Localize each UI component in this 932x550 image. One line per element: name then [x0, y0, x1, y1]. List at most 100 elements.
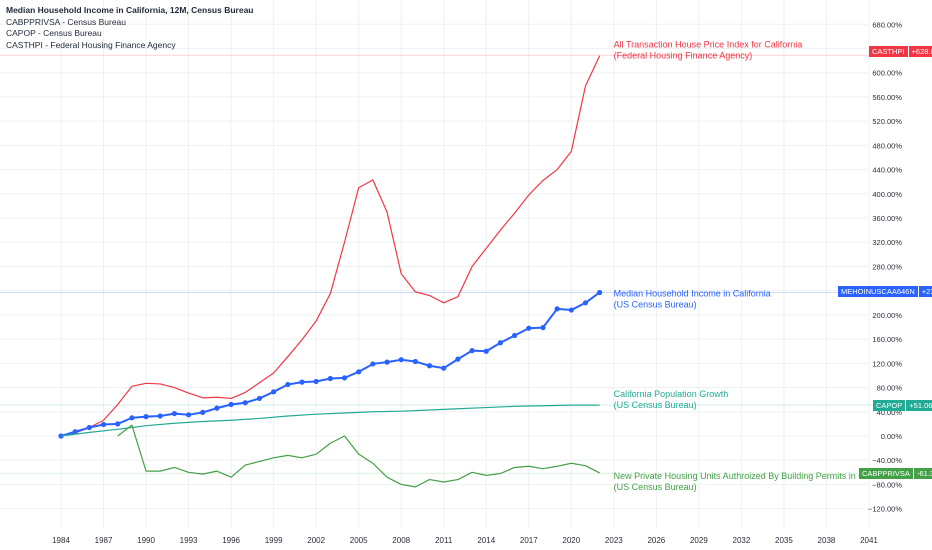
- permits-annotation: (US Census Bureau): [614, 482, 697, 492]
- y-tick-label: 560.00%: [872, 93, 902, 102]
- series-annotations: All Transaction House Price Index for Ca…: [614, 40, 890, 492]
- x-tick-label: 2041: [860, 536, 878, 545]
- income-point: [540, 325, 546, 331]
- income-annotation: (US Census Bureau): [614, 299, 697, 309]
- income-point: [582, 300, 589, 306]
- price-tag-cabppriv: CABPPRIVSA-61.32%: [859, 468, 932, 479]
- income-point: [398, 357, 404, 363]
- income-point: [228, 401, 234, 408]
- price-tag-code: CASTHPI: [869, 46, 908, 57]
- income-point: [100, 421, 107, 428]
- income-point: [497, 340, 504, 346]
- price_index-annotation: (Federal Housing Finance Agency): [614, 51, 753, 61]
- price-tag-value: +237.29%: [918, 286, 932, 297]
- income-point: [370, 361, 376, 367]
- y-tick-label: 520.00%: [872, 117, 902, 126]
- y-tick-label: 320.00%: [872, 238, 902, 247]
- x-tick-label: 2023: [605, 536, 623, 545]
- legend-entry-capop: CAPOP - Census Bureau: [6, 28, 102, 38]
- x-tick-label: 1987: [95, 536, 113, 545]
- x-tick-label: 2035: [775, 536, 793, 545]
- y-tick-label: 600.00%: [872, 69, 902, 78]
- y-tick-label: 400.00%: [872, 190, 902, 199]
- price-tag-code: CAPOP: [873, 400, 906, 411]
- y-tick-label: −80.00%: [872, 480, 902, 489]
- income-point: [157, 413, 163, 419]
- population-line: [60, 404, 600, 437]
- x-tick-label: 2017: [520, 536, 538, 545]
- income-point: [143, 414, 149, 420]
- income-point: [455, 356, 461, 362]
- income-point: [426, 363, 433, 369]
- y-tick-label: −120.00%: [868, 505, 902, 514]
- population-annotation: California Population Growth: [614, 389, 729, 399]
- y-tick-label: 120.00%: [872, 359, 902, 368]
- x-tick-label: 2011: [435, 536, 453, 545]
- y-tick-label: 440.00%: [872, 166, 902, 175]
- reference-lines: [0, 54, 932, 474]
- price-tag-value: +51.06%: [906, 400, 932, 411]
- series-layer: [58, 55, 603, 488]
- x-tick-label: 2032: [733, 536, 751, 545]
- x-tick-label: 2008: [392, 536, 410, 545]
- price-tag-casthpi: CASTHPI+628.86%: [869, 46, 932, 57]
- income-point: [341, 375, 348, 381]
- income-point: [356, 369, 362, 375]
- x-tick-label: 1984: [52, 536, 70, 545]
- x-tick-label: 2002: [307, 536, 325, 545]
- y-tick-label: 280.00%: [872, 262, 902, 271]
- income-point: [129, 415, 135, 421]
- y-tick-label: −40.00%: [872, 456, 902, 465]
- income-point: [256, 395, 263, 402]
- x-tick-label: 2020: [562, 536, 580, 545]
- x-tick-label: 1990: [137, 536, 155, 545]
- grid-lines: [0, 0, 870, 528]
- population-annotation: (US Census Bureau): [614, 400, 697, 410]
- income-point: [299, 379, 305, 385]
- x-tick-label: 1999: [265, 536, 283, 545]
- price-tag-value: +628.86%: [908, 46, 932, 57]
- income-point: [597, 289, 603, 296]
- income-point: [526, 325, 532, 331]
- income-point: [554, 306, 560, 312]
- income-point: [115, 421, 121, 427]
- income-point: [214, 405, 220, 411]
- income-point: [469, 348, 475, 354]
- income-point: [271, 389, 277, 395]
- x-tick-label: 2026: [647, 536, 665, 545]
- y-tick-label: 80.00%: [877, 384, 903, 393]
- permits-line: [117, 424, 600, 488]
- x-tick-label: 1996: [222, 536, 240, 545]
- income-point: [483, 348, 489, 354]
- x-tick-label: 1993: [180, 536, 198, 545]
- permits-annotation: New Private Housing Units Authroized By …: [614, 471, 890, 481]
- income-line: [60, 291, 601, 437]
- income-point: [313, 378, 319, 385]
- income-point: [72, 429, 78, 435]
- y-tick-label: 480.00%: [872, 141, 902, 150]
- legend-entry-cabppriv: CABPPRIVSA - Census Bureau: [6, 16, 127, 27]
- y-tick-label: 160.00%: [872, 335, 902, 344]
- income-point: [171, 410, 177, 417]
- income-point: [441, 365, 447, 371]
- y-tick-label: 360.00%: [872, 214, 902, 223]
- income-point: [384, 359, 390, 365]
- y-tick-label: 0.00%: [881, 432, 903, 441]
- income-point: [285, 381, 291, 388]
- x-tick-label: 2029: [690, 536, 708, 545]
- price-tag-capop: CAPOP+51.06%: [873, 400, 932, 411]
- legend-entry-casthpi: CASTHPI - Federal Housing Finance Agency: [6, 39, 176, 50]
- income-point: [511, 332, 518, 339]
- income-point: [200, 409, 206, 415]
- price-tag-code: MEHOINUSCAA646N: [838, 286, 918, 297]
- income-point: [242, 400, 248, 406]
- income-point: [568, 307, 574, 313]
- price-tag-code: CABPPRIVSA: [859, 468, 913, 479]
- y-axis: −120.00% −80.00% −40.00% 0.00% 40.00% 80.00% 1…: [868, 20, 902, 513]
- income-point: [86, 424, 92, 431]
- y-tick-label: 200.00%: [872, 311, 902, 320]
- y-tick-label: 40.00%: [877, 408, 903, 417]
- x-tick-label: 2005: [350, 536, 368, 545]
- income-point: [185, 412, 192, 418]
